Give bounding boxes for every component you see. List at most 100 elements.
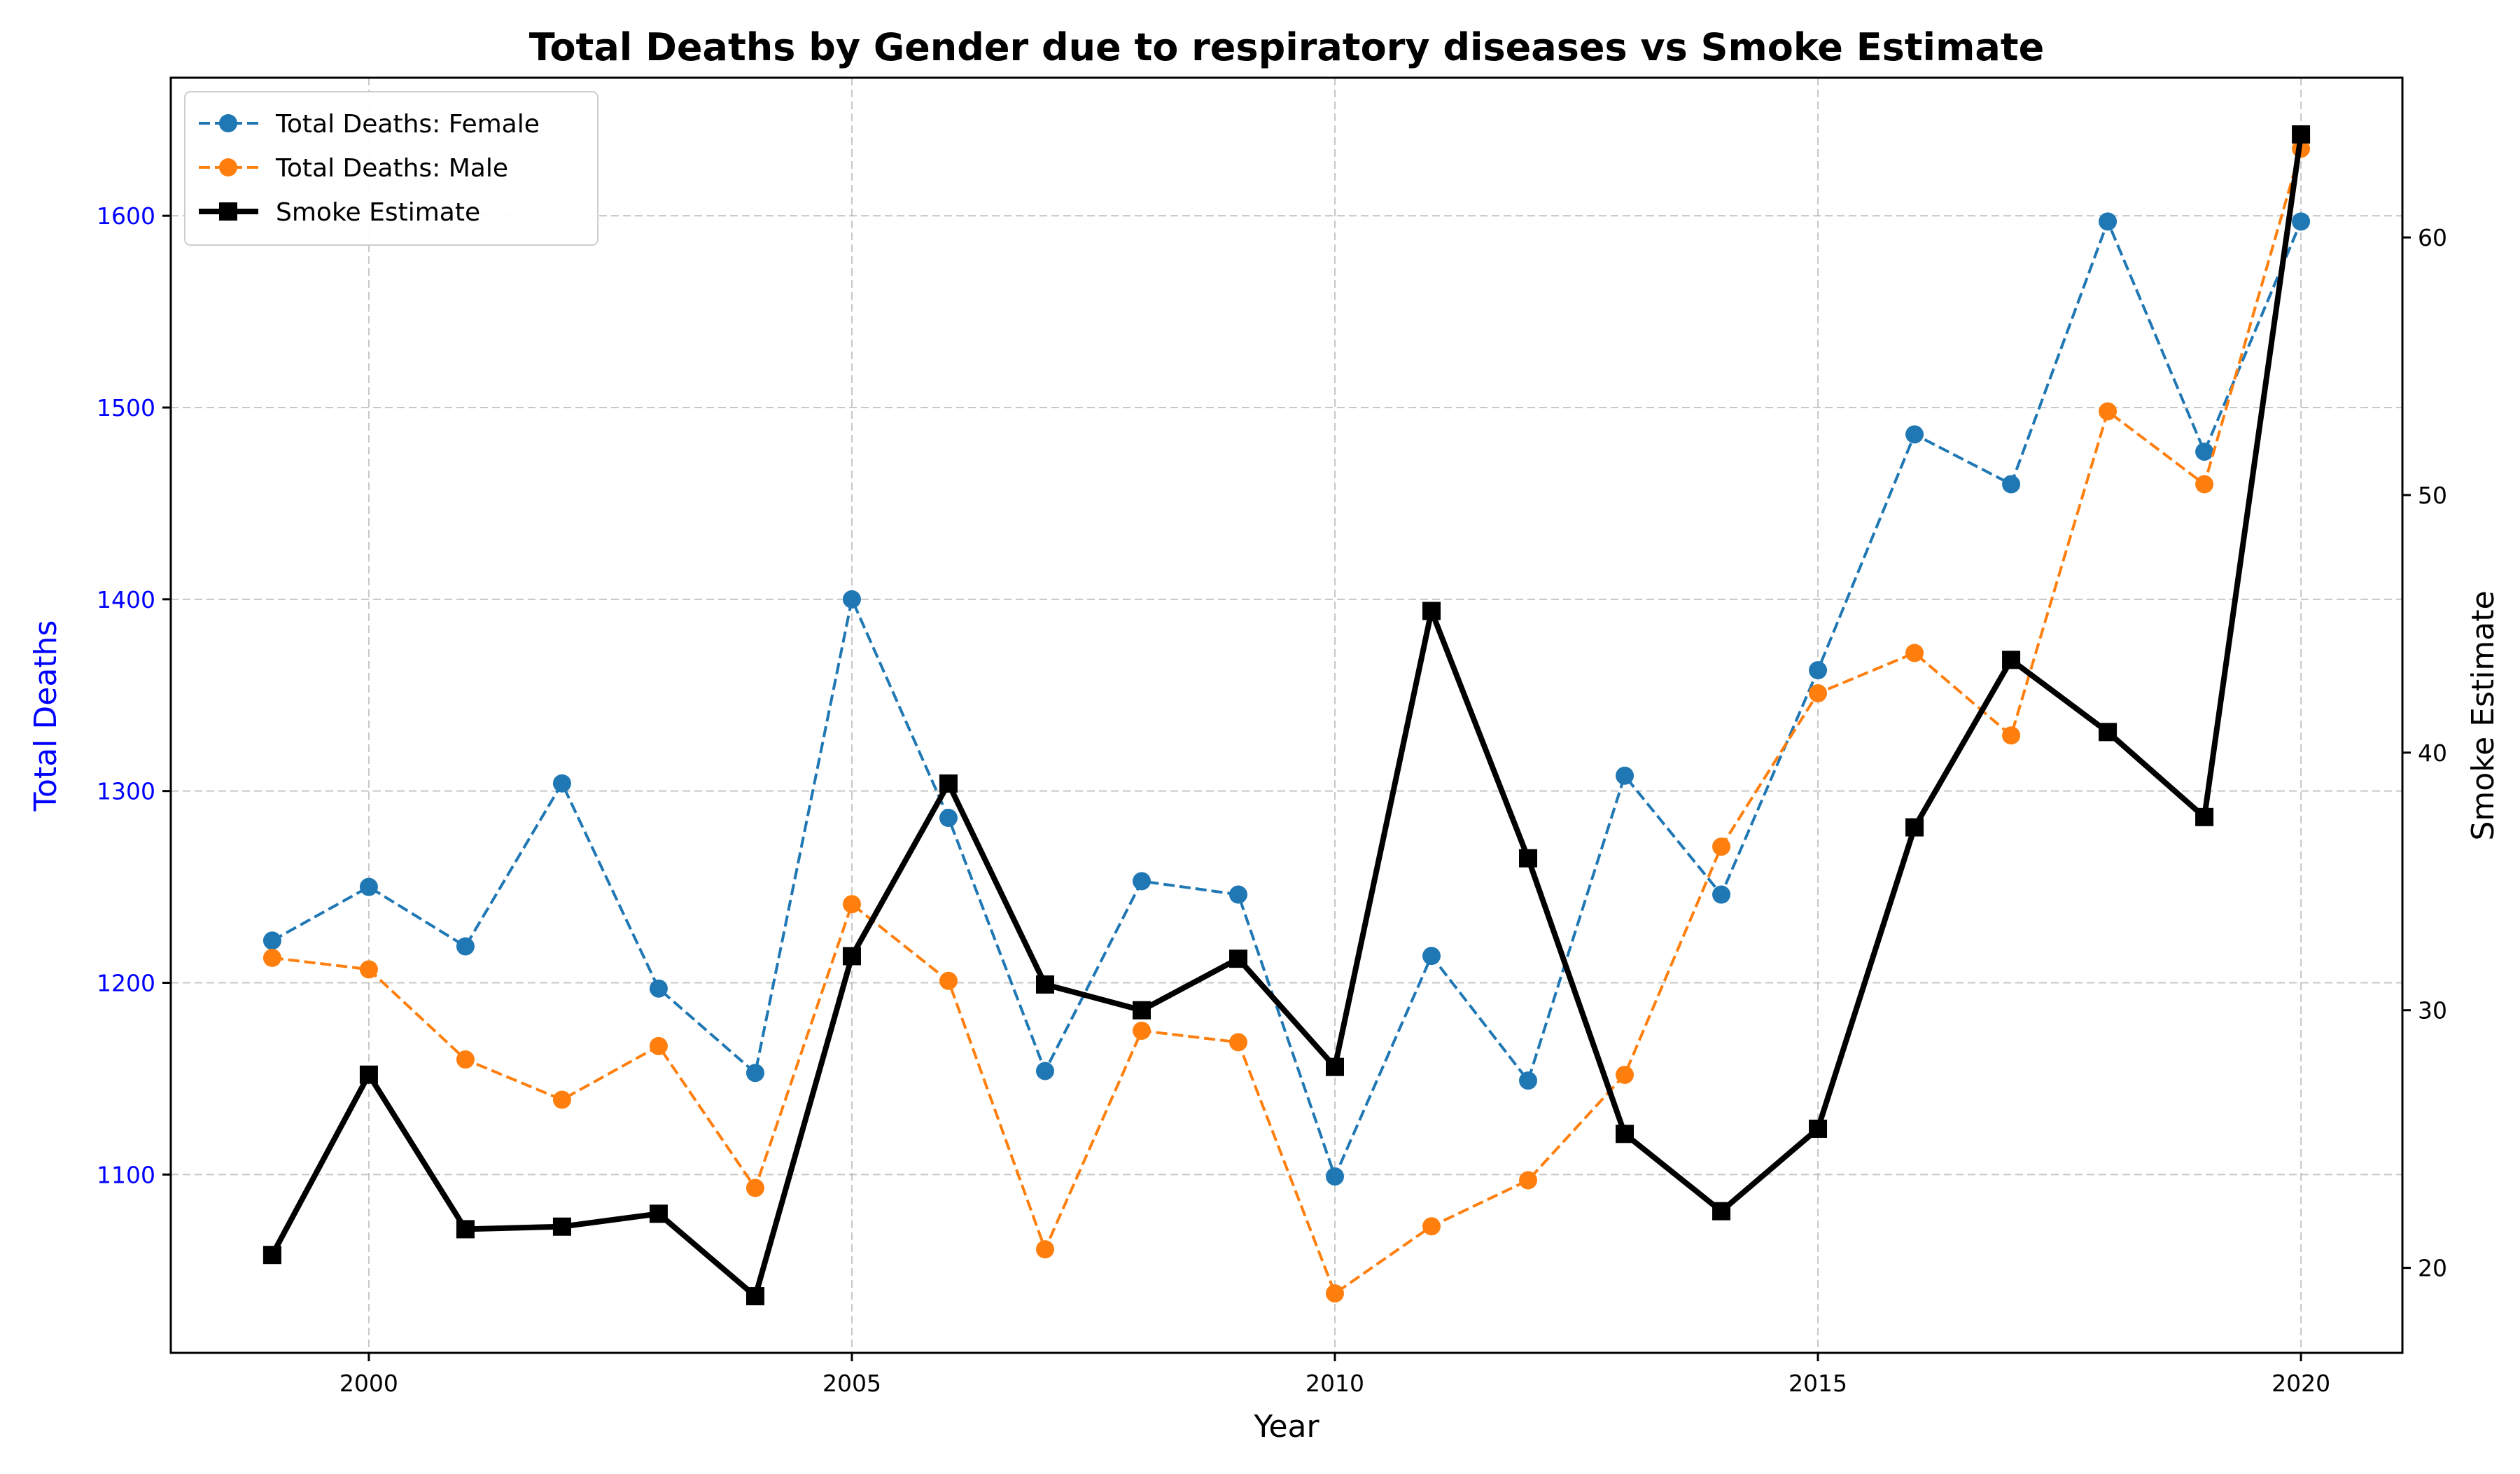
y2-tick-label: 30: [2418, 997, 2447, 1024]
data-point: [2002, 475, 2021, 494]
y-tick-label: 1400: [97, 586, 155, 613]
data-point: [2195, 475, 2214, 494]
y-tick-label: 1100: [97, 1161, 155, 1188]
x-tick-label: 2015: [1788, 1370, 1847, 1397]
data-point: [2292, 212, 2311, 231]
series-line: [271, 220, 2302, 1178]
legend-marker: [219, 114, 237, 132]
data-point: [1035, 1062, 1054, 1080]
legend-label: Smoke Estimate: [276, 198, 480, 227]
y-axis-label: Total Deaths: [28, 620, 64, 812]
data-point: [1616, 766, 1634, 785]
data-point: [359, 960, 378, 979]
data-point: [1809, 684, 1828, 703]
data-point: [2002, 651, 2021, 669]
data-point: [2002, 726, 2021, 745]
y-tick-label: 1200: [97, 969, 155, 996]
x-tick-label: 2010: [1306, 1370, 1364, 1397]
data-point: [842, 947, 861, 966]
data-point: [746, 1064, 764, 1083]
data-point: [2292, 125, 2311, 144]
data-point: [939, 809, 958, 828]
y2-tick-label: 40: [2418, 739, 2447, 767]
x-tick-label: 2020: [2272, 1370, 2330, 1397]
y-tick-label: 1500: [97, 394, 155, 422]
legend-label: Total Deaths: Female: [275, 110, 540, 139]
y2-tick-label: 20: [2418, 1255, 2447, 1282]
data-point: [1132, 1021, 1151, 1040]
data-point: [649, 979, 668, 998]
data-point: [552, 1217, 571, 1236]
series-line: [272, 148, 2303, 1295]
data-point: [1809, 1119, 1828, 1138]
axes: 2000 2005 2010 2015 2020 1100 1200 1300 1400 1500…: [97, 76, 2447, 1397]
data-point: [842, 895, 861, 914]
data-point: [746, 1287, 764, 1306]
data-point: [2099, 402, 2118, 421]
data-point: [456, 1050, 475, 1069]
data-point: [2195, 807, 2214, 826]
data-point: [1905, 644, 1924, 662]
legend-marker: [219, 158, 237, 176]
data-point: [2099, 723, 2118, 742]
data-point: [1422, 947, 1441, 966]
x-tick-label: 2000: [340, 1370, 398, 1397]
data-point: [1519, 1071, 1538, 1090]
data-point: [456, 937, 475, 956]
legend-entry: Total Deaths: Male: [199, 154, 508, 183]
x-axis-label: Year: [1253, 1409, 1320, 1445]
series-layer: [262, 125, 2311, 1306]
series-line: [270, 134, 2304, 1300]
legend-marker: [219, 202, 237, 221]
chart-title: Total Deaths by Gender due to respirator…: [529, 25, 2044, 69]
legend-label: Total Deaths: Male: [275, 154, 508, 183]
data-point: [1326, 1057, 1345, 1076]
legend-entry: Total Deaths: Female: [199, 110, 540, 139]
data-point: [1422, 1217, 1441, 1236]
legend-box: [184, 91, 598, 246]
data-point: [2195, 442, 2214, 461]
data-point: [1712, 1202, 1731, 1221]
data-point: [1132, 1001, 1151, 1020]
data-point: [1422, 602, 1441, 620]
data-point: [1905, 818, 1924, 837]
data-point: [1519, 849, 1538, 868]
series-group: [262, 125, 2311, 1306]
data-point: [552, 774, 571, 793]
data-point: [262, 1246, 281, 1265]
data-point: [1035, 1240, 1054, 1259]
data-point: [1809, 661, 1828, 680]
data-point: [1326, 1284, 1345, 1303]
data-point: [456, 1220, 475, 1239]
y2-tick-label: 50: [2418, 482, 2447, 509]
data-point: [1712, 885, 1731, 904]
data-point: [262, 948, 281, 967]
data-point: [1616, 1065, 1634, 1084]
data-point: [939, 971, 958, 990]
data-point: [2099, 212, 2118, 231]
legend: Total Deaths: Female Total Deaths: Male Sm…: [184, 91, 598, 246]
data-point: [552, 1090, 571, 1109]
data-point: [1519, 1171, 1538, 1190]
data-point: [262, 931, 281, 950]
data-point: [1712, 837, 1731, 856]
x-tick-label: 2005: [822, 1370, 881, 1397]
data-point: [1228, 1033, 1247, 1052]
data-point: [746, 1178, 764, 1197]
data-point: [1616, 1125, 1634, 1143]
legend-entry: Smoke Estimate: [199, 198, 480, 227]
data-point: [1228, 950, 1247, 968]
data-point: [1228, 885, 1247, 904]
data-point: [649, 1204, 668, 1223]
y-tick-label: 1300: [97, 778, 155, 805]
data-point: [1905, 425, 1924, 444]
y2-axis-label: Smoke Estimate: [2465, 590, 2501, 840]
series-group: [262, 212, 2311, 1186]
y-tick-label: 1600: [97, 202, 155, 230]
data-point: [842, 590, 861, 609]
y2-tick-label: 60: [2418, 224, 2447, 251]
data-point: [1132, 872, 1151, 891]
data-point: [359, 1065, 378, 1084]
